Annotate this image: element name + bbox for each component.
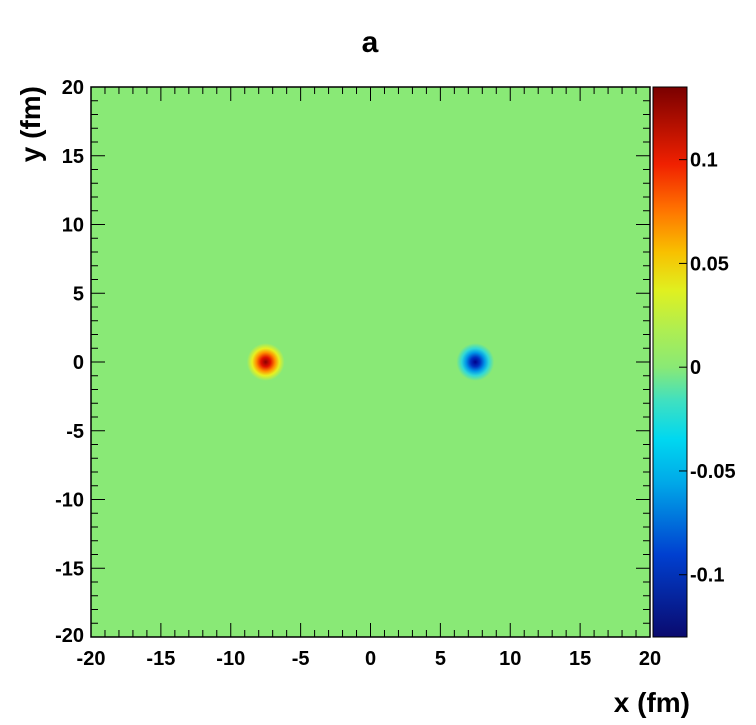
- x-tick-label: -10: [216, 648, 245, 670]
- tick-marks: [90, 86, 651, 638]
- x-tick-label: -20: [77, 648, 106, 670]
- x-tick-label: 10: [499, 648, 521, 670]
- x-tick-label: 20: [639, 648, 661, 670]
- colorbar-tick-label: -0.05: [690, 461, 736, 483]
- y-tick-label: -20: [55, 625, 84, 647]
- y-tick-label: -10: [55, 490, 84, 512]
- x-tick-label: 5: [435, 648, 446, 670]
- y-tick-label: 10: [62, 215, 84, 237]
- y-tick-label: -15: [55, 558, 84, 580]
- y-tick-label: 20: [62, 77, 84, 99]
- plot-area: [90, 86, 651, 638]
- colorbar-tick-label: 0.05: [690, 253, 729, 275]
- y-axis-label: y (fm): [15, 86, 46, 162]
- x-tick-label: 15: [569, 648, 591, 670]
- colorbar-tick-label: 0.1: [690, 150, 718, 172]
- y-axis-ticks: -20 -15 -10 -5 0 5 10 15 20: [55, 77, 84, 647]
- colorbar-tick-label: 0: [690, 357, 701, 379]
- x-tick-label: -15: [146, 648, 175, 670]
- colorbar: 0.1 0.05 0 -0.05 -0.1: [652, 86, 736, 638]
- chart-title: a: [362, 26, 379, 59]
- colorbar-tick-label: -0.1: [690, 565, 724, 587]
- heatmap-peak-negative: [456, 343, 495, 381]
- colorbar-gradient: [652, 86, 688, 638]
- heatmap-background: [91, 87, 650, 637]
- x-axis-label: x (fm): [614, 687, 690, 718]
- heatmap-peak-positive: [246, 343, 285, 381]
- y-tick-label: 0: [73, 352, 84, 374]
- x-tick-label: 0: [365, 648, 376, 670]
- x-axis-ticks: -20 -15 -10 -5 0 5 10 15 20: [77, 648, 662, 670]
- y-tick-label: 15: [62, 146, 84, 168]
- y-tick-label: -5: [66, 421, 84, 443]
- x-tick-label: -5: [292, 648, 310, 670]
- y-tick-label: 5: [73, 283, 84, 305]
